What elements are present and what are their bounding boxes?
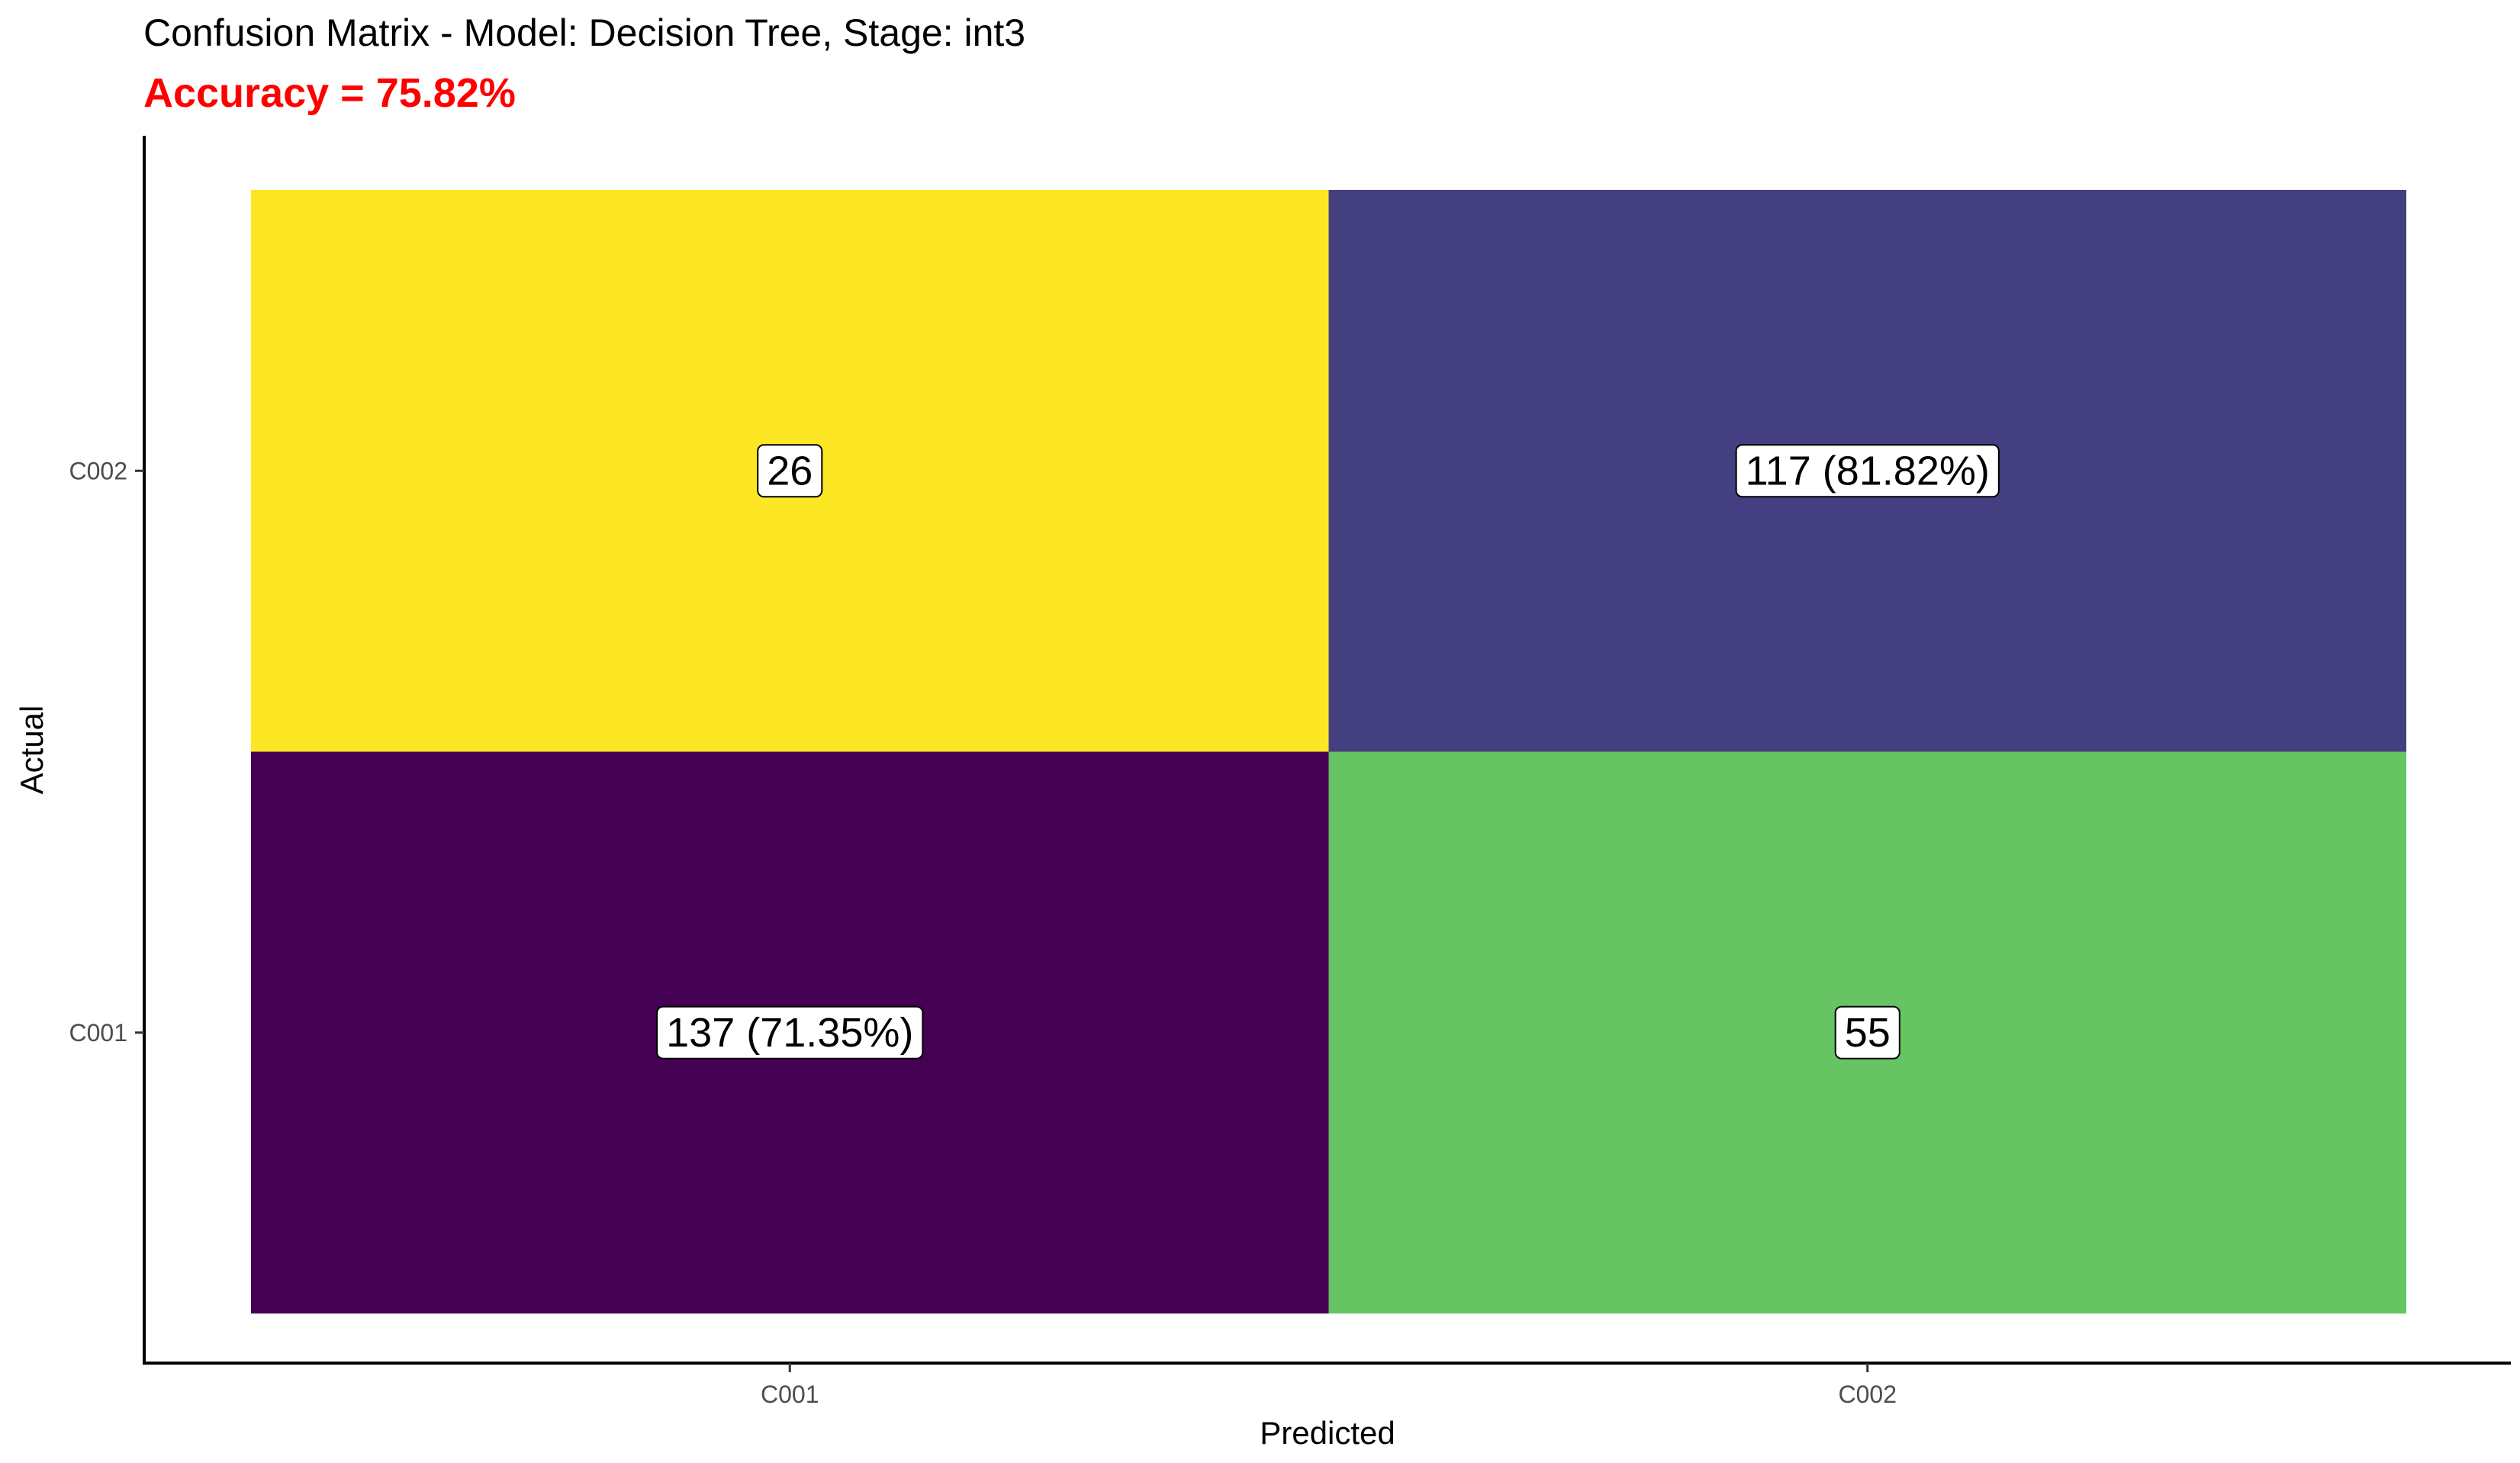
- cell-label: 117 (81.82%): [1746, 448, 1990, 494]
- cell-label: 137 (71.35%): [666, 1010, 913, 1056]
- cell-label-group: 26: [757, 444, 823, 498]
- cell-label-box: [757, 444, 823, 498]
- x-tick-label: C002: [1839, 1381, 1897, 1408]
- cell-label-box: [1834, 1005, 1900, 1059]
- x-axis-title: Predicted: [1260, 1415, 1395, 1451]
- heatmap-cells: [251, 190, 2406, 1313]
- cell-labels: 26 117 (81.82%) 137 (71.35%) 55: [656, 444, 2000, 1059]
- cell-label-box: [1735, 444, 2000, 498]
- cell-label: 26: [767, 448, 813, 494]
- x-tick-label: C001: [761, 1381, 819, 1408]
- cell-label-group: 137 (71.35%): [656, 1005, 924, 1059]
- axis-ticks: C001 C002 C001 C002: [69, 457, 1897, 1408]
- y-axis-title: Actual: [14, 706, 50, 795]
- accuracy-subtitle: Accuracy = 75.82%: [143, 70, 516, 116]
- cell-label-group: 55: [1834, 1005, 1900, 1059]
- cell-label-box: [656, 1005, 924, 1059]
- chart-title: Confusion Matrix - Model: Decision Tree,…: [143, 11, 1025, 54]
- cell-label-group: 117 (81.82%): [1735, 444, 2000, 498]
- cell-label: 55: [1845, 1010, 1891, 1056]
- y-tick-label: C002: [69, 457, 128, 484]
- y-tick-label: C001: [69, 1019, 128, 1047]
